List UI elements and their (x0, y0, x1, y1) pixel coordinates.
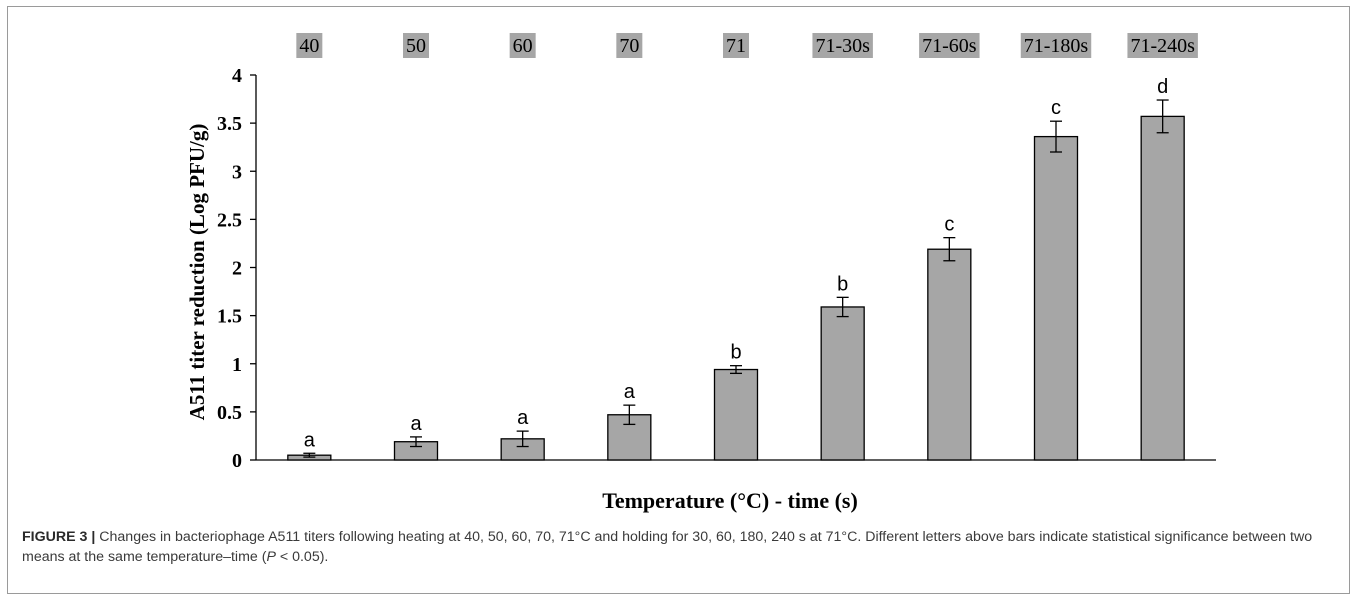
y-tick-label: 0.5 (217, 402, 242, 424)
bar (713, 368, 759, 461)
bar (927, 248, 972, 461)
category-label-background (616, 33, 643, 58)
significance-letter: a (304, 429, 316, 451)
y-tick-label: 1.5 (217, 306, 242, 328)
category-label: 71-240s (1130, 35, 1195, 57)
figure-caption: FIGURE 3 | Changes in bacteriophage A511… (22, 527, 1342, 567)
category-label: 71-60s (922, 35, 977, 57)
category-label-background (919, 33, 980, 58)
y-axis: 0 0.5 1 1.5 2 2.5 3 3.5 4 (217, 65, 257, 472)
significance-letter: a (410, 413, 422, 435)
y-tick-label: 2.5 (217, 209, 242, 231)
y-tick-label: 4 (232, 65, 242, 87)
category-label-background (1020, 33, 1092, 58)
category-label: 71-30s (815, 35, 870, 57)
y-tick-label: 1 (232, 354, 242, 376)
category-label-background (1127, 33, 1198, 58)
caption-text-end: < 0.05). (275, 549, 329, 565)
category-label: 40 (299, 35, 319, 57)
y-tick-label: 3.5 (217, 113, 242, 135)
significance-letter: a (624, 381, 636, 403)
significance-letter: b (837, 273, 848, 295)
significance-letter: a (517, 407, 529, 429)
bar (1033, 135, 1079, 461)
bar (1140, 115, 1185, 461)
caption-p-symbol: P (266, 549, 276, 565)
significance-letter: c (1051, 97, 1061, 119)
category-label-background (403, 33, 429, 58)
x-axis-label: Temperature (°C) - time (s) (602, 488, 858, 513)
category-label-background (812, 33, 873, 58)
y-tick-label: 2 (232, 258, 242, 280)
category-label: 70 (619, 35, 639, 57)
caption-text: Changes in bacteriophage A511 titers fol… (22, 529, 1313, 565)
category-label: 71-180s (1024, 35, 1089, 57)
bar-chart: 40 50 60 70 71 71-30s 71-60s 71-180s 71-240s 0 0.… (185, 33, 1216, 513)
bar (820, 306, 865, 461)
category-labels: 40 50 60 70 71 71-30s 71-60s 71-180s 71-240s (296, 33, 1198, 58)
category-label-background (296, 33, 323, 58)
significance-letter: c (944, 214, 954, 236)
y-tick-label: 0 (232, 450, 242, 472)
figure-label: FIGURE 3 | (22, 529, 96, 545)
category-label: 60 (513, 35, 533, 57)
category-label: 50 (406, 35, 426, 57)
y-tick-label: 3 (232, 161, 242, 183)
category-label-background (509, 33, 536, 58)
category-label: 71 (726, 35, 746, 57)
y-axis-label: A511 titer reduction (Log PFU/g) (185, 124, 209, 421)
bars: a a a a b b c c d (287, 76, 1185, 461)
significance-letter: b (730, 342, 741, 364)
significance-letter: d (1157, 76, 1168, 98)
category-label-background (723, 33, 749, 58)
figure-frame (7, 6, 1350, 594)
